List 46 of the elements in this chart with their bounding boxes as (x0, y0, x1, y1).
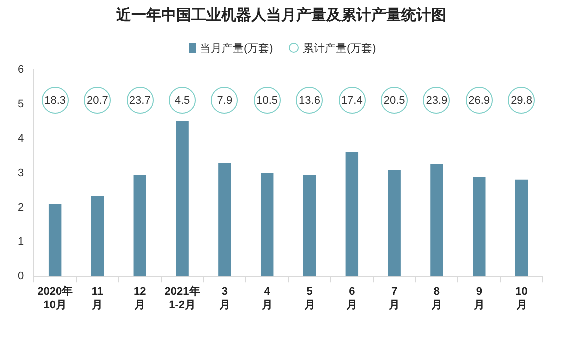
bar (176, 120, 189, 277)
bar (303, 175, 316, 277)
y-tick-label: 1 (18, 236, 24, 248)
bar (218, 163, 232, 277)
x-tick-label: 3 月 (218, 286, 230, 312)
data-label: 20.7 (84, 87, 112, 114)
data-label: 18.3 (42, 87, 69, 114)
bar (260, 173, 274, 277)
bar (134, 175, 146, 277)
data-label: 10.5 (254, 87, 281, 114)
x-tick-label: 2021年 1-2月 (164, 285, 200, 312)
y-tick-label: 5 (18, 98, 24, 110)
data-label: 13.6 (296, 87, 324, 114)
x-tick-label: 10 月 (515, 286, 528, 312)
x-tick-label: 5 月 (303, 286, 316, 312)
y-tick-label: 3 (18, 167, 24, 180)
data-label: 4.5 (169, 87, 196, 114)
x-tick-label: 12 月 (134, 286, 146, 312)
bar (388, 170, 401, 277)
data-label: 29.8 (508, 87, 536, 114)
legend-label: 当月产量(万套) (200, 42, 274, 56)
data-label: 23.7 (126, 87, 154, 114)
x-tick-label: 8 月 (430, 286, 442, 312)
x-tick-label: 4 月 (260, 286, 273, 312)
data-label: 26.9 (466, 87, 493, 114)
bar (473, 177, 486, 277)
data-label: 7.9 (211, 87, 238, 114)
y-tick-label: 4 (18, 132, 24, 145)
x-tick-label: 2020年 10月 (38, 285, 74, 312)
bar (48, 204, 62, 277)
x-tick-label: 9 月 (472, 286, 485, 312)
bar (91, 196, 104, 277)
y-tick-label: 0 (18, 270, 24, 283)
legend-label: 累计产量(万套) (303, 42, 376, 56)
y-tick-label: 6 (18, 64, 24, 76)
data-label: 17.4 (338, 87, 366, 114)
y-tick-label: 2 (18, 202, 24, 214)
data-label: 23.9 (423, 87, 450, 114)
x-tick-label: 6 月 (346, 286, 358, 312)
chart-title: 近一年中国工业机器人当月产量及累计产量统计图 (116, 6, 448, 25)
data-label: 20.5 (381, 87, 408, 114)
bar (515, 180, 528, 277)
x-tick-label: 7 月 (388, 286, 400, 312)
bar (346, 152, 359, 277)
bar (430, 164, 444, 277)
x-tick-label: 11 月 (91, 286, 104, 312)
